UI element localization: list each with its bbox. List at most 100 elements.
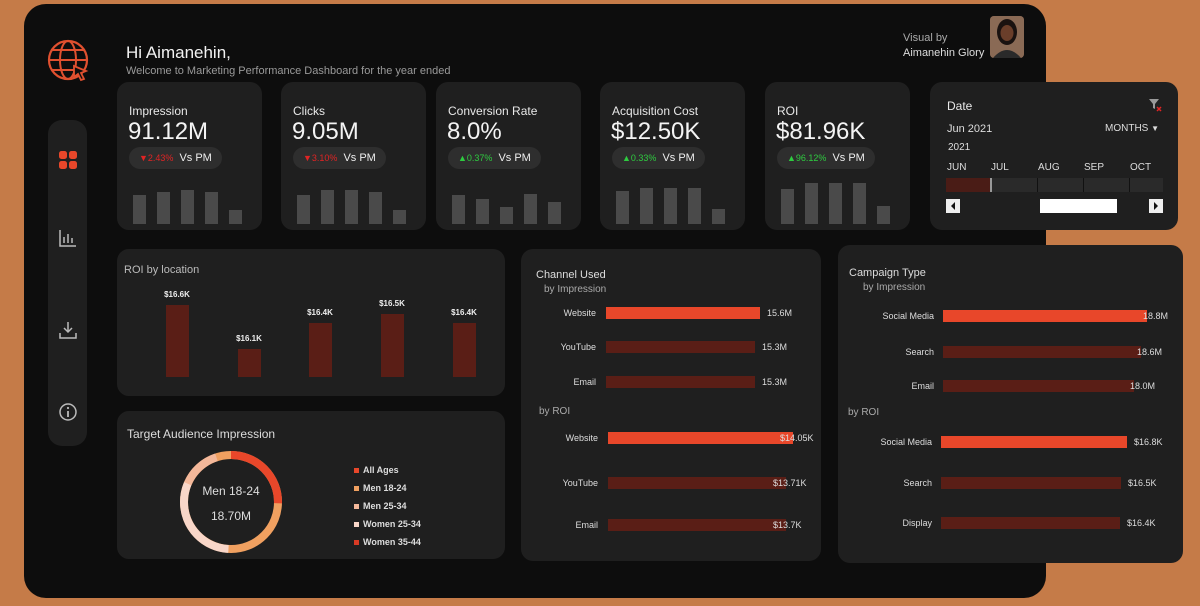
campaign-impression-category-label: Search: [905, 347, 934, 357]
kpi-mini-bar: [205, 192, 218, 224]
campaign-impression-value-label: 18.8M: [1143, 311, 1169, 321]
roi-location-bar[interactable]: [238, 349, 261, 377]
kpi-mini-bar: [476, 199, 489, 224]
campaign-roi-category-label: Display: [902, 518, 932, 528]
kpi-value: $12.50K: [611, 118, 701, 145]
channel-impression-value-label: 15.3M: [762, 377, 788, 387]
month-label-aug[interactable]: AUG: [1038, 162, 1060, 173]
clear-filter-icon[interactable]: [1148, 98, 1162, 112]
month-label-sep[interactable]: SEP: [1084, 162, 1105, 173]
period-label: MONTHS: [1105, 123, 1149, 134]
roi-location-bar-label: $16.1K: [236, 334, 262, 343]
roi-location-card: ROI by location $16.6K $16.1K $16.4K $16.5K…: [117, 249, 505, 396]
campaign-impression-value-label: 18.0M: [1130, 381, 1156, 391]
kpi-vs-label: Vs PM: [179, 152, 212, 164]
channel-roi-bar[interactable]: [608, 432, 793, 444]
channel-impression-category-label: Website: [563, 308, 596, 318]
kpi-mini-bar: [500, 207, 513, 224]
year-label: 2021: [948, 142, 971, 153]
campaign-impression-bar[interactable]: [943, 380, 1134, 392]
kpi-mini-bar-chart: [297, 182, 412, 224]
legend-item-men-18-24[interactable]: Men 18-24: [354, 483, 407, 493]
channel-impression-bar[interactable]: [606, 341, 755, 353]
kpi-mini-bar: [877, 206, 890, 224]
campaign-impression-value-label: 18.6M: [1137, 347, 1163, 357]
legend-item-women-35-44[interactable]: Women 35-44: [354, 537, 421, 547]
channel-sub-impression: by Impression: [544, 284, 607, 295]
kpi-change-badge: ▲0.33% Vs PM: [612, 147, 705, 169]
legend-swatch: [354, 521, 359, 527]
kpi-mini-bar: [369, 192, 382, 224]
timeline-handle[interactable]: [990, 178, 992, 192]
channel-impression-value-label: 15.3M: [762, 342, 788, 352]
campaign-roi-bar[interactable]: [941, 436, 1127, 448]
roi-location-bar[interactable]: [309, 323, 332, 377]
month-label-jun[interactable]: JUN: [947, 162, 967, 173]
donut-segment-all-ages[interactable]: [180, 451, 282, 553]
kpi-mini-bar: [829, 183, 842, 224]
channel-impression-category-label: YouTube: [560, 342, 596, 352]
kpi-mini-bar: [853, 183, 866, 224]
roi-location-bar[interactable]: [453, 323, 476, 377]
channel-roi-bar[interactable]: [608, 477, 786, 489]
kpi-change-badge: ▼3.10% Vs PM: [293, 147, 386, 169]
scroll-left-button[interactable]: [946, 199, 960, 213]
selected-date: Jun 2021: [947, 123, 993, 135]
kpi-vs-label: Vs PM: [832, 152, 865, 164]
month-label-jul[interactable]: JUL: [991, 162, 1009, 173]
kpi-mini-bar: [524, 194, 537, 224]
legend-label: All Ages: [363, 465, 399, 475]
channel-roi-category-label: Website: [565, 433, 598, 443]
donut-center-value: 18.70M: [210, 509, 252, 523]
kpi-mini-bar: [688, 188, 701, 224]
donut-segment-women-25-34[interactable]: [180, 451, 282, 553]
info-icon[interactable]: [58, 402, 78, 422]
channel-roi-bar[interactable]: [608, 519, 786, 531]
campaign-roi-category-label: Search: [903, 478, 932, 488]
channel-roi-category-label: YouTube: [562, 478, 598, 488]
kpi-change-badge: ▲96.12% Vs PM: [777, 147, 875, 169]
channel-impression-bar[interactable]: [606, 376, 755, 388]
kpi-mini-bar: [548, 202, 561, 224]
legend-item-all-ages[interactable]: All Ages: [354, 465, 399, 475]
month-label-oct[interactable]: OCT: [1130, 162, 1152, 173]
channel-roi-value-label: $13.7K: [773, 520, 802, 530]
legend-item-men-25-34[interactable]: Men 25-34: [354, 501, 407, 511]
scrollbar-thumb[interactable]: [1040, 199, 1117, 213]
target-audience-title: Target Audience Impression: [127, 427, 276, 441]
campaign-impression-bar[interactable]: [943, 310, 1147, 322]
kpi-label: Clicks: [293, 104, 325, 118]
sidebar: [48, 120, 87, 446]
date-filter-card: Date Jun 2021 MONTHS ▼ 2021 JUN JUL AUG SEP…: [930, 82, 1178, 230]
timeline-track[interactable]: [946, 178, 1163, 192]
legend-item-women-25-34[interactable]: Women 25-34: [354, 519, 421, 529]
roi-location-bar-label: $16.4K: [307, 308, 333, 317]
kpi-value: 9.05M: [292, 118, 359, 145]
kpi-mini-bar: [321, 190, 334, 224]
kpi-change-value: ▲0.37%: [458, 153, 493, 163]
campaign-roi-bar[interactable]: [941, 477, 1121, 489]
campaign-roi-bar[interactable]: [941, 517, 1120, 529]
roi-location-bar[interactable]: [166, 305, 189, 377]
bar-chart-icon[interactable]: [58, 228, 78, 248]
kpi-value: 91.12M: [128, 118, 209, 145]
greeting-text: Hi Aimanehin,: [126, 43, 231, 62]
channel-impression-bar[interactable]: [606, 307, 760, 319]
kpi-mini-bar-chart: [452, 182, 567, 224]
channel-impression-category-label: Email: [573, 377, 596, 387]
roi-location-bar[interactable]: [381, 314, 404, 377]
channel-roi-category-label: Email: [575, 520, 598, 530]
kpi-mini-bar: [616, 191, 629, 224]
campaign-impression-bar[interactable]: [943, 346, 1141, 358]
scroll-right-button[interactable]: [1149, 199, 1163, 213]
channel-roi-value-label: $13.71K: [773, 478, 807, 488]
timeline-selected-range[interactable]: [946, 178, 990, 192]
chevron-down-icon: ▼: [1151, 124, 1160, 133]
download-icon[interactable]: [58, 320, 78, 340]
kpi-mini-bar: [664, 188, 677, 224]
dashboard-grid-icon[interactable]: [58, 150, 78, 170]
kpi-mini-bar: [805, 183, 818, 224]
kpi-card-roi: ROI $81.96K ▲96.12% Vs PM: [765, 82, 910, 230]
period-dropdown[interactable]: MONTHS ▼: [1105, 123, 1159, 134]
date-filter-title: Date: [947, 99, 973, 113]
